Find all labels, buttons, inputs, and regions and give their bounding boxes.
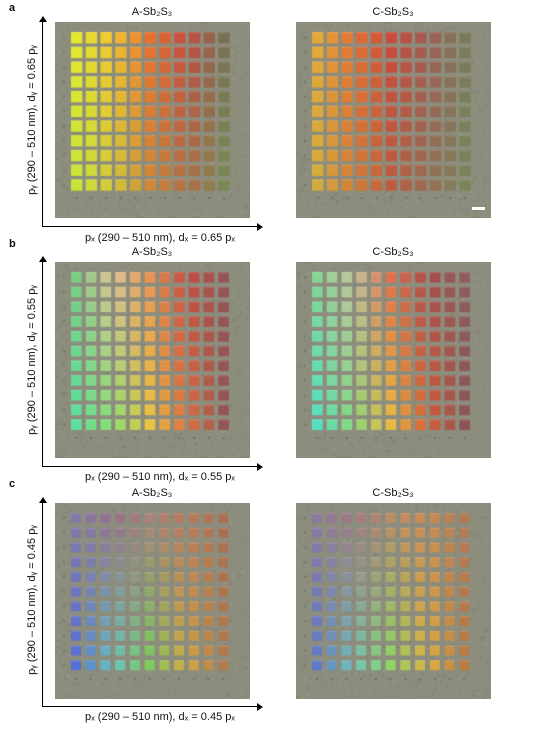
micrograph-b-crystalline: [296, 262, 491, 458]
micrograph-b-amorphous: [55, 262, 250, 458]
panel-letter-a: a: [9, 2, 15, 14]
micrograph-c-amorphous: [55, 503, 250, 699]
x-axis-arrow-b: [42, 466, 257, 467]
title-a-crystalline: C-Sb₂S₃: [303, 6, 483, 18]
title-b-amorphous: A-Sb₂S₃: [62, 246, 242, 258]
panel-letter-b: b: [9, 238, 16, 250]
x-axis-label-b: pₓ (290 – 510 nm), dₓ = 0.55 pₓ: [50, 471, 270, 483]
panel-letter-c: c: [9, 478, 15, 490]
scale-bar: [472, 207, 485, 210]
micrograph-a-amorphous: [55, 22, 250, 218]
micrograph-a-crystalline: [296, 22, 491, 218]
y-axis-label-b: pᵧ (290 – 510 nm), dᵧ = 0.55 pᵧ: [26, 260, 38, 460]
x-axis-arrow-a: [42, 226, 257, 227]
y-axis-arrow-c: [42, 503, 43, 706]
title-b-crystalline: C-Sb₂S₃: [303, 246, 483, 258]
y-axis-arrow-b: [42, 262, 43, 466]
x-axis-label-a: pₓ (290 – 510 nm), dₓ = 0.65 pₓ: [50, 232, 270, 244]
y-axis-arrow-a: [42, 22, 43, 226]
x-axis-arrow-c: [42, 706, 257, 707]
title-c-crystalline: C-Sb₂S₃: [303, 487, 483, 499]
x-axis-label-c: pₓ (290 – 510 nm), dₓ = 0.45 pₓ: [50, 711, 270, 723]
micrograph-c-crystalline: [296, 503, 491, 699]
y-axis-label-a: pᵧ (290 – 510 nm), dᵧ = 0.65 pᵧ: [26, 20, 38, 220]
y-axis-label-c: pᵧ (290 – 510 nm), dᵧ = 0.45 pᵧ: [26, 500, 38, 700]
title-a-amorphous: A-Sb₂S₃: [62, 6, 242, 18]
title-c-amorphous: A-Sb₂S₃: [62, 487, 242, 499]
